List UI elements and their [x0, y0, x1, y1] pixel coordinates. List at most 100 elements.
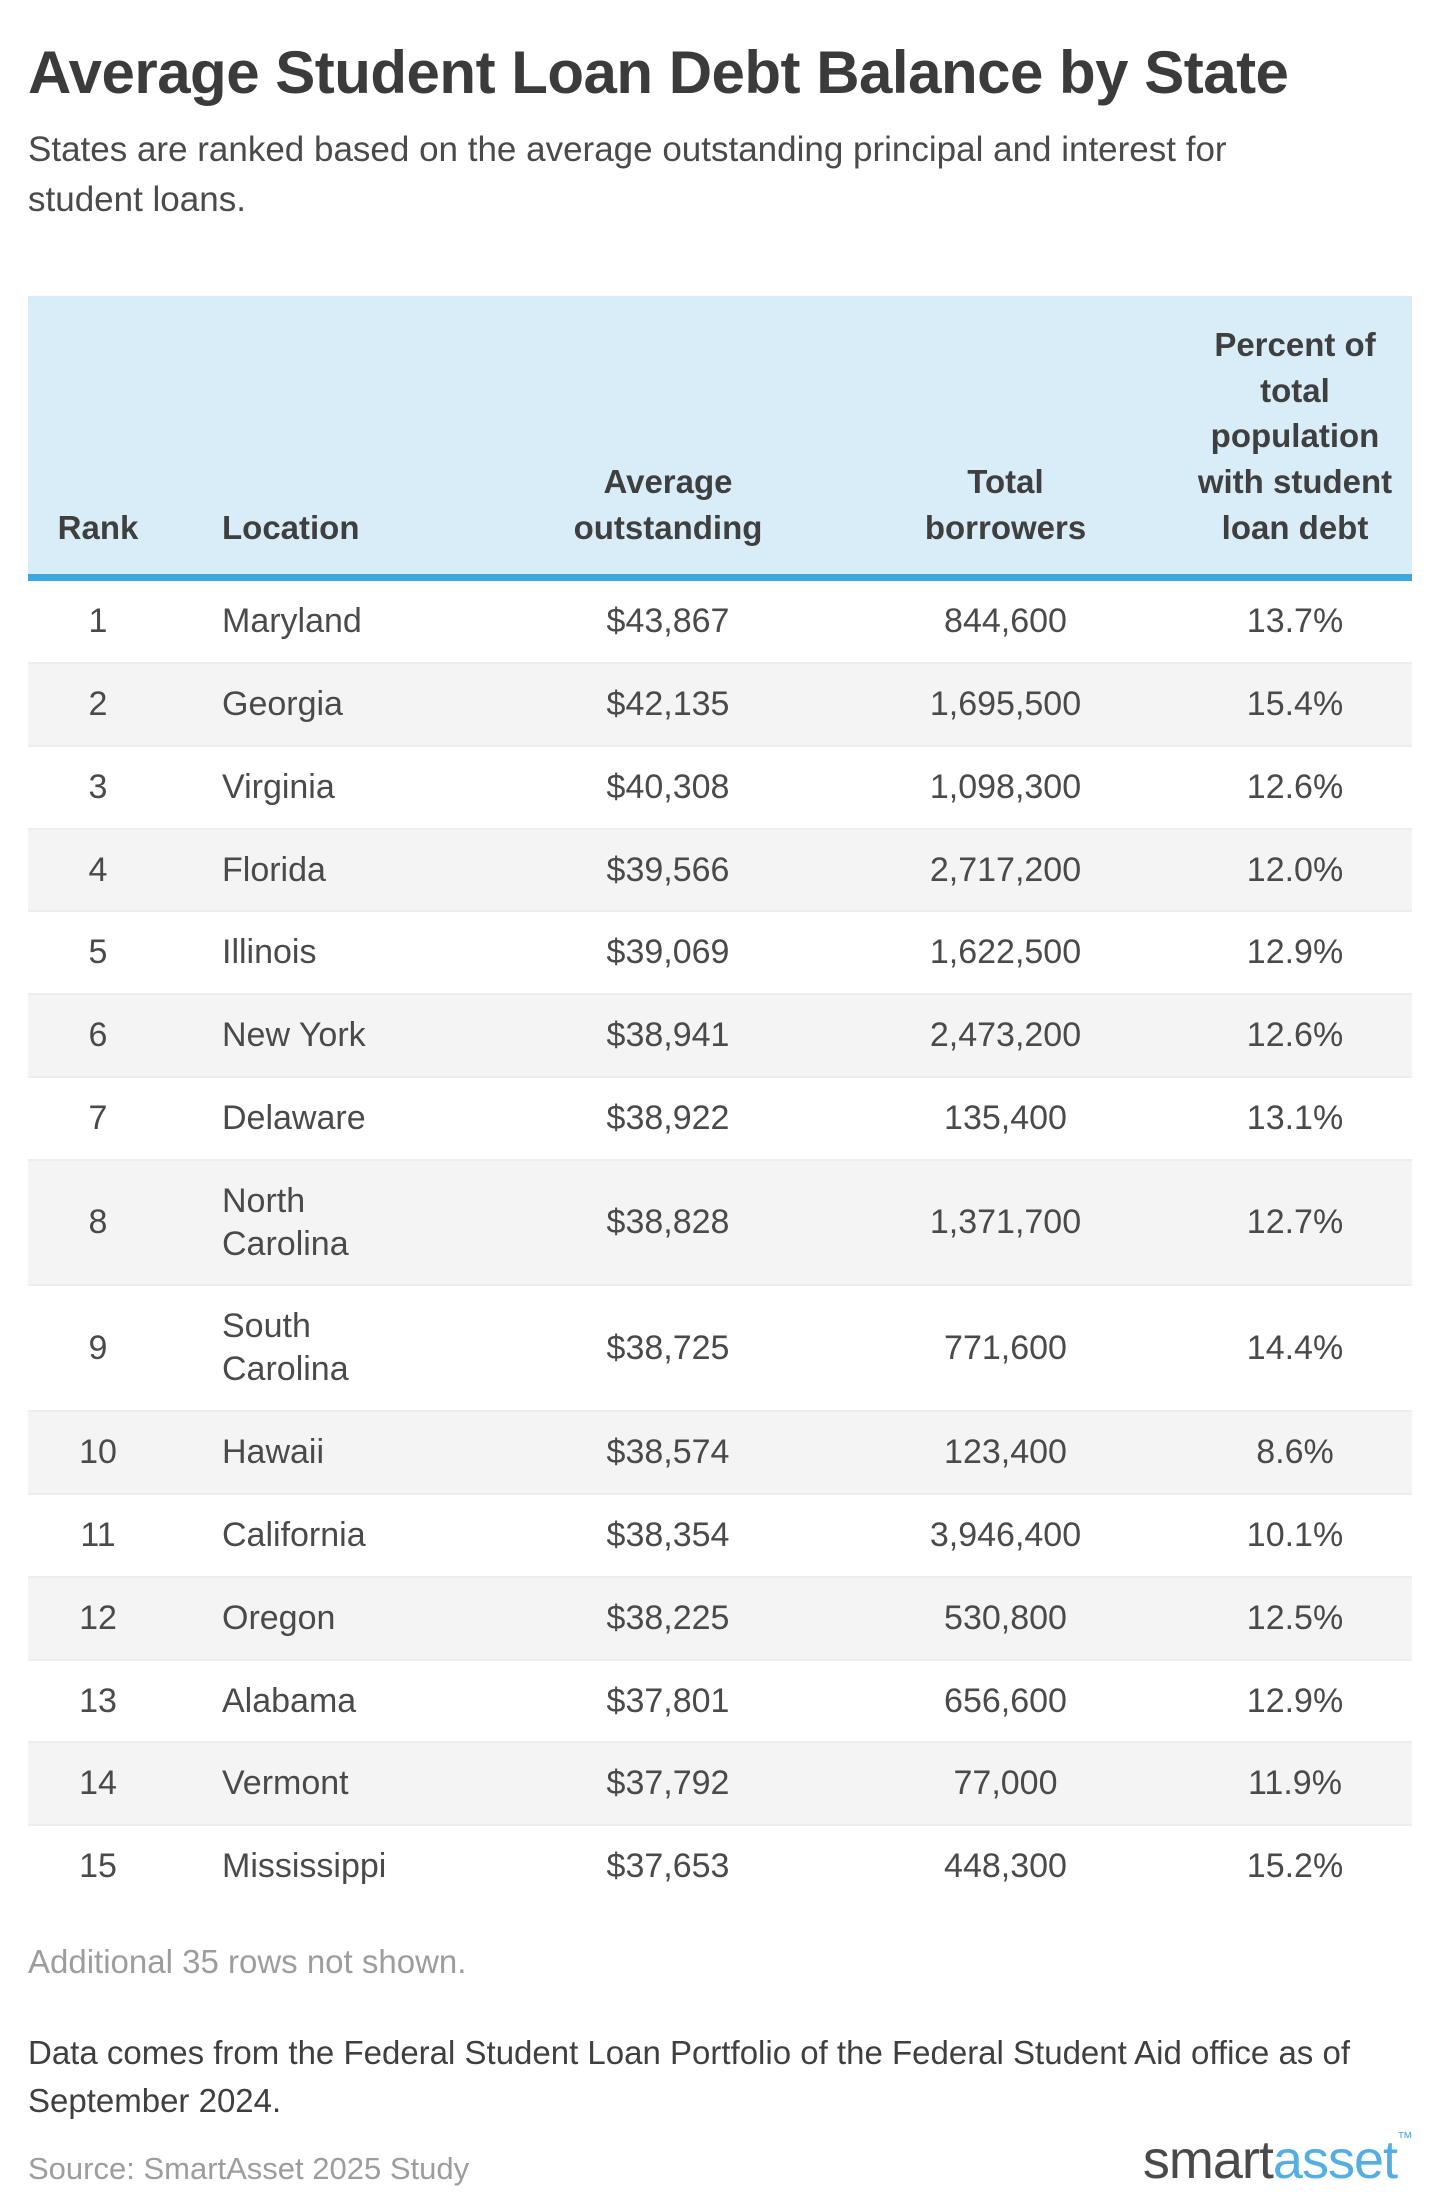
total-borrowers-cell: 844,600 — [944, 602, 1067, 641]
percent-with-debt-cell: 12.6% — [1246, 1016, 1344, 1055]
total-borrowers-cell: 2,473,200 — [929, 1016, 1082, 1055]
rank-cell: 2 — [88, 684, 108, 723]
average-outstanding-cell: $38,828 — [606, 1203, 730, 1242]
table-row: 6 New York $38,941 2,473,200 12.6% — [28, 994, 1412, 1077]
total-borrowers-cell: 123,400 — [944, 1433, 1067, 1472]
student-loan-debt-table: Rank Location Average outstanding Total … — [28, 296, 1412, 1907]
average-outstanding-cell: $38,922 — [606, 1099, 730, 1137]
table-row: 4 Florida $39,566 2,717,200 12.0% — [28, 828, 1412, 912]
average-outstanding-cell: $37,801 — [606, 1681, 730, 1720]
logo-text-asset: asset — [1272, 2129, 1398, 2190]
average-outstanding-cell: $39,566 — [606, 850, 730, 889]
smartasset-logo: smartasset™ — [1142, 2129, 1413, 2190]
table-header: Rank Location Average outstanding Total … — [28, 296, 1412, 582]
percent-with-debt-cell: 13.1% — [1246, 1099, 1344, 1137]
truncation-note: Additional 35 rows not shown. — [28, 1943, 467, 1981]
column-header-percent-population: Percent of total population with student… — [1178, 296, 1412, 582]
rank-cell: 7 — [88, 1099, 108, 1137]
rank-cell: 4 — [88, 850, 108, 889]
total-borrowers-cell: 1,371,700 — [929, 1203, 1082, 1242]
table-row: 10 Hawaii $38,574 123,400 8.6% — [28, 1411, 1412, 1494]
average-outstanding-cell: $42,135 — [606, 684, 730, 723]
location-cell: Maryland — [222, 602, 362, 641]
percent-with-debt-cell: 15.4% — [1246, 684, 1344, 723]
percent-with-debt-cell: 12.9% — [1246, 933, 1344, 972]
table-row: 12 Oregon $38,225 530,800 12.5% — [28, 1576, 1412, 1660]
location-cell: Hawaii — [222, 1433, 325, 1472]
percent-with-debt-cell: 8.6% — [1256, 1433, 1334, 1472]
percent-with-debt-cell: 15.2% — [1246, 1847, 1344, 1886]
rank-cell: 3 — [88, 767, 108, 806]
infographic: Average Student Loan Debt Balance by Sta… — [28, 38, 1413, 2190]
rank-cell: 15 — [79, 1847, 117, 1886]
column-header-rank-label: Rank — [57, 508, 139, 546]
percent-with-debt-cell: 14.4% — [1246, 1328, 1344, 1367]
table-row: 8 North Carolina $38,828 1,371,700 12.7% — [28, 1159, 1412, 1286]
average-outstanding-cell: $40,308 — [606, 767, 730, 806]
percent-with-debt-cell: 10.1% — [1246, 1515, 1344, 1554]
table-row: 9 South Carolina $38,725 771,600 14.4% — [28, 1285, 1412, 1411]
column-header-total-borrowers-label: Total borrowers — [924, 462, 1087, 546]
average-outstanding-cell: $38,725 — [606, 1328, 730, 1367]
rank-cell: 10 — [79, 1433, 117, 1472]
rank-cell: 13 — [79, 1681, 117, 1720]
rank-cell: 12 — [79, 1598, 117, 1637]
total-borrowers-cell: 3,946,400 — [929, 1515, 1082, 1554]
average-outstanding-cell: $38,225 — [606, 1598, 730, 1637]
table-row: 5 Illinois $39,069 1,622,500 12.9% — [28, 911, 1412, 994]
average-outstanding-cell: $38,574 — [606, 1433, 730, 1472]
rank-cell: 6 — [88, 1016, 108, 1055]
rank-cell: 8 — [88, 1203, 108, 1242]
table-row: 2 Georgia $42,135 1,695,500 15.4% — [28, 662, 1412, 746]
column-header-average-outstanding: Average outstanding — [503, 296, 833, 582]
average-outstanding-cell: $37,653 — [606, 1847, 730, 1886]
percent-with-debt-cell: 12.9% — [1246, 1681, 1344, 1720]
total-borrowers-cell: 1,622,500 — [929, 933, 1082, 972]
table-row: 11 California $38,354 3,946,400 10.1% — [28, 1493, 1412, 1577]
column-header-average-outstanding-label: Average outstanding — [573, 462, 763, 546]
total-borrowers-cell: 2,717,200 — [929, 850, 1082, 889]
average-outstanding-cell: $43,867 — [606, 602, 730, 641]
source-note: Source: SmartAsset 2025 Study — [28, 2150, 470, 2186]
column-header-percent-population-label: Percent of total population with student… — [1197, 326, 1393, 546]
table-row: 13 Alabama $37,801 656,600 12.9% — [28, 1659, 1412, 1743]
table-body: 1 Maryland $43,867 844,600 13.7% 2 Georgia $42,… — [28, 578, 1412, 1908]
percent-with-debt-cell: 12.5% — [1246, 1598, 1344, 1637]
percent-with-debt-cell: 12.7% — [1246, 1203, 1344, 1242]
total-borrowers-cell: 656,600 — [944, 1681, 1067, 1720]
footer: Source: SmartAsset 2025 Study smartasset… — [28, 2129, 1413, 2190]
rank-cell: 5 — [88, 933, 108, 972]
table-header-row: Rank Location Average outstanding Total … — [28, 296, 1412, 582]
table-row: 14 Vermont $37,792 77,000 11.9% — [28, 1742, 1412, 1826]
total-borrowers-cell: 530,800 — [944, 1598, 1067, 1637]
average-outstanding-cell: $37,792 — [606, 1764, 730, 1803]
rank-cell: 11 — [80, 1515, 116, 1554]
total-borrowers-cell: 1,098,300 — [929, 767, 1082, 806]
location-cell: Florida — [222, 850, 326, 889]
table-row: 3 Virginia $40,308 1,098,300 12.6% — [28, 745, 1412, 829]
percent-with-debt-cell: 13.7% — [1246, 602, 1344, 641]
location-cell: Delaware — [222, 1099, 366, 1137]
page-title: Average Student Loan Debt Balance by Sta… — [28, 39, 1289, 106]
location-cell: Georgia — [222, 684, 343, 723]
location-cell: Illinois — [222, 933, 317, 972]
logo-text-smart: smart — [1142, 2129, 1274, 2190]
location-cell: Alabama — [222, 1681, 357, 1720]
table-row: 15 Mississippi $37,653 448,300 15.2% — [28, 1825, 1412, 1907]
column-header-rank: Rank — [28, 296, 168, 582]
average-outstanding-cell: $38,354 — [606, 1515, 730, 1554]
table-row: 1 Maryland $43,867 844,600 13.7% — [28, 578, 1412, 663]
location-cell: Virginia — [222, 767, 335, 806]
location-cell: Mississippi — [222, 1847, 387, 1886]
percent-with-debt-cell: 12.6% — [1246, 767, 1344, 806]
page-subtitle: States are ranked based on the average o… — [28, 130, 1227, 219]
location-cell: North Carolina — [222, 1181, 349, 1263]
table-row: 7 Delaware $38,922 135,400 13.1% — [28, 1077, 1412, 1160]
percent-with-debt-cell: 12.0% — [1246, 850, 1344, 889]
location-cell: California — [222, 1515, 366, 1554]
location-cell: Oregon — [222, 1598, 336, 1637]
rank-cell: 14 — [79, 1764, 117, 1803]
column-header-location: Location — [168, 296, 503, 582]
rank-cell: 1 — [88, 602, 108, 641]
data-source-note: Data comes from the Federal Student Loan… — [28, 2034, 1350, 2119]
